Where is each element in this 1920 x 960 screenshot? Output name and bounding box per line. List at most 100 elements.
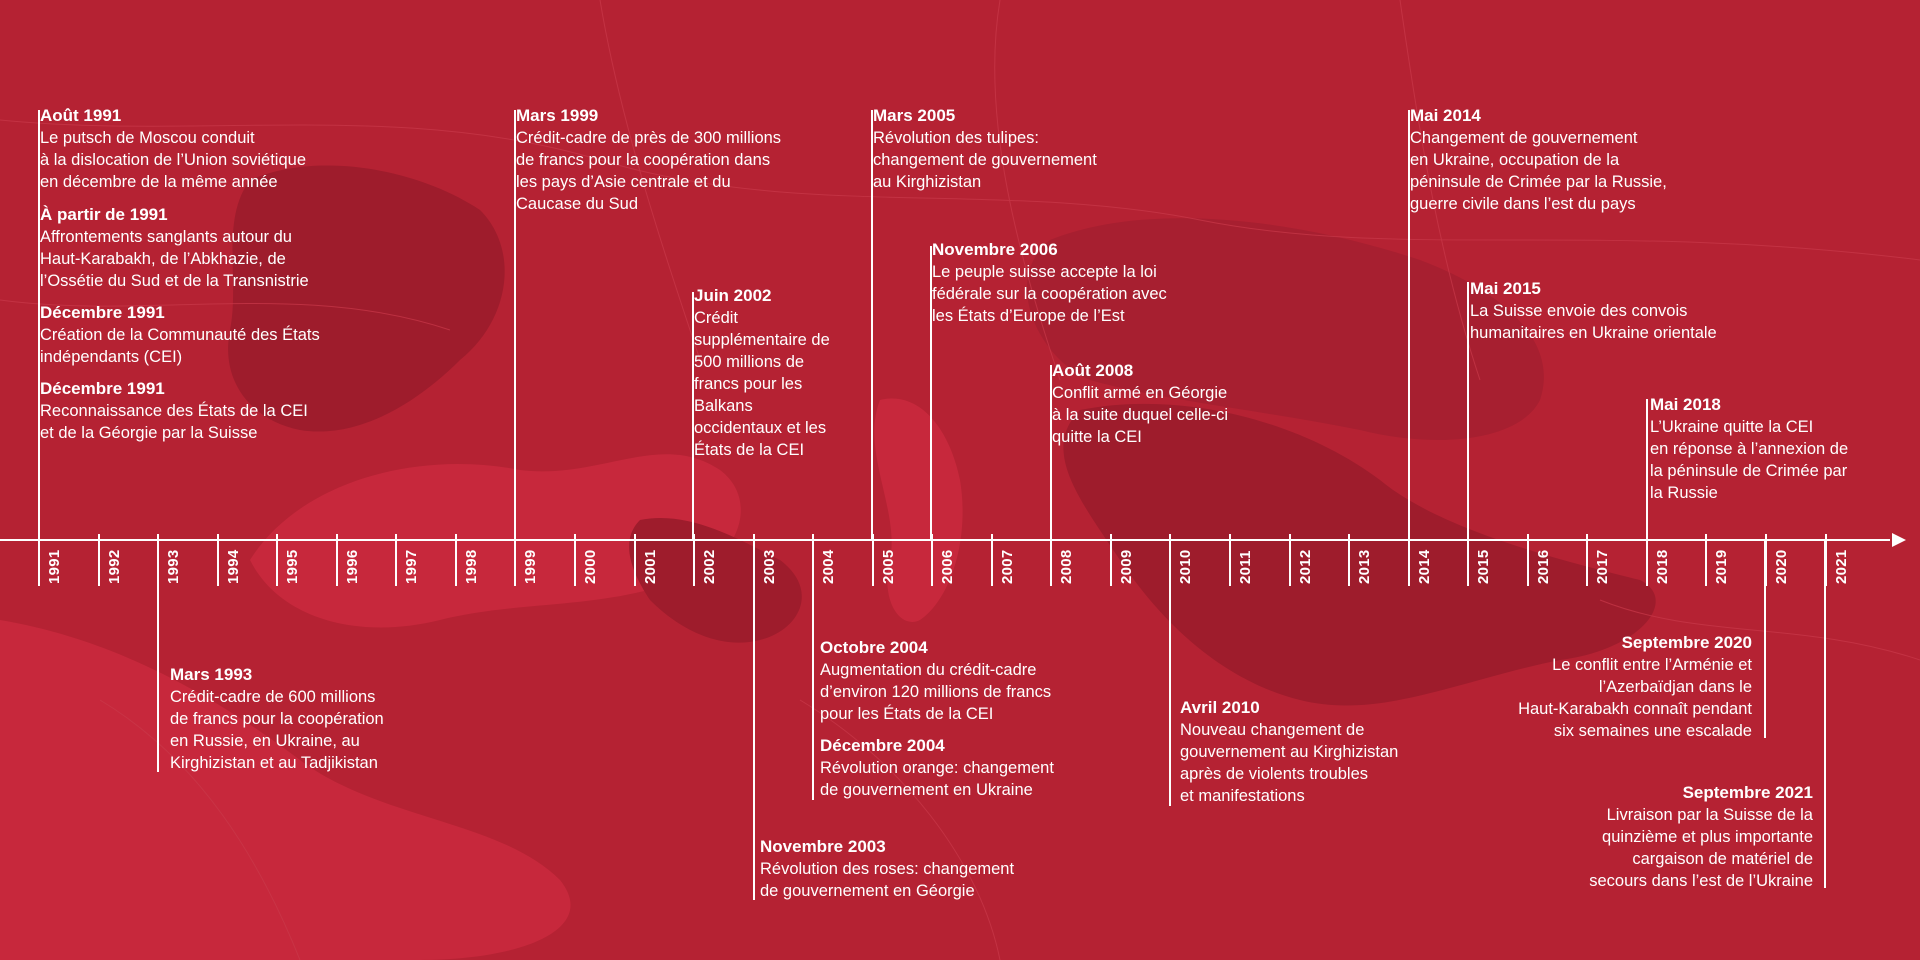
event-date: À partir de 1991 xyxy=(40,205,168,224)
map-region-ukraine xyxy=(228,165,505,432)
year-tick xyxy=(454,534,457,586)
event-stem xyxy=(514,110,516,540)
event-description: Reconnaissance des États de la CEI et de… xyxy=(40,402,308,442)
event-stem xyxy=(753,540,755,900)
event-date: Novembre 2003 xyxy=(760,837,886,856)
year-label: 2008 xyxy=(1058,549,1076,584)
event-date: Novembre 2006 xyxy=(932,240,1058,259)
year-label: 2010 xyxy=(1177,549,1195,584)
year-tick xyxy=(1348,534,1351,586)
year-label: 2015 xyxy=(1475,549,1493,584)
event-stem xyxy=(38,110,40,540)
event-date: Mai 2018 xyxy=(1650,395,1721,414)
event-stem xyxy=(1408,110,1410,540)
event-date: Septembre 2021 xyxy=(1682,783,1813,802)
timeline-event: Mars 2005 Révolution des tulipes: changem… xyxy=(873,105,1097,193)
year-label: 2016 xyxy=(1534,549,1552,584)
timeline-event: Avril 2010 Nouveau changement de gouverne… xyxy=(1180,697,1398,807)
year-label: 2014 xyxy=(1415,549,1433,584)
timeline-event: Mai 2015 La Suisse envoie des convois hum… xyxy=(1470,278,1717,344)
year-label: 2021 xyxy=(1832,549,1850,584)
timeline-axis xyxy=(0,539,1890,541)
year-label: 1999 xyxy=(522,549,540,584)
map-region-caucasus xyxy=(629,518,802,643)
event-description: La Suisse envoie des convois humanitaire… xyxy=(1470,302,1717,342)
year-label: 2005 xyxy=(879,549,897,584)
event-date: Décembre 1991 xyxy=(40,303,165,322)
timeline-event: Novembre 2003 Révolution des roses: chang… xyxy=(760,836,1014,902)
timeline-event: Novembre 2006 Le peuple suisse accepte la… xyxy=(932,239,1167,327)
year-tick xyxy=(1050,534,1053,586)
event-description: Création de la Communauté des États indé… xyxy=(40,326,320,366)
year-label: 1991 xyxy=(46,549,63,584)
timeline-event: À partir de 1991 Affrontements sanglants … xyxy=(40,204,309,292)
year-tick xyxy=(97,534,100,586)
event-description: Augmentation du crédit-cadre d’environ 1… xyxy=(820,661,1052,723)
timeline-event: Mars 1999 Crédit-cadre de près de 300 mil… xyxy=(516,105,781,215)
year-label: 2012 xyxy=(1296,549,1314,584)
event-stem xyxy=(871,110,873,540)
year-tick xyxy=(1705,534,1708,586)
event-stem xyxy=(1467,282,1469,540)
event-description: Révolution des roses: changement de gouv… xyxy=(760,860,1015,900)
event-description: Crédit-cadre de près de 300 millions de … xyxy=(516,129,782,213)
timeline-event: Mars 1993 Crédit-cadre de 600 millions de… xyxy=(170,664,384,774)
year-label: 1996 xyxy=(343,549,361,584)
year-tick xyxy=(1288,534,1291,586)
year-label: 1997 xyxy=(403,549,421,584)
year-tick xyxy=(633,534,636,586)
event-date: Mars 2005 xyxy=(873,106,956,125)
year-label: 1998 xyxy=(462,549,480,584)
event-date: Juin 2002 xyxy=(694,286,772,305)
year-label: 2019 xyxy=(1713,549,1731,584)
event-description: Révolution des tulipes: changement de go… xyxy=(873,129,1097,191)
event-description: Nouveau changement de gouvernement au Ki… xyxy=(1180,721,1399,805)
map-region-mediterranean xyxy=(0,620,571,960)
timeline-event: Août 1991 Le putsch de Moscou conduit à l… xyxy=(40,105,306,193)
timeline-event: Mai 2018 L’Ukraine quitte la CEI en répon… xyxy=(1650,394,1848,504)
year-tick xyxy=(1467,534,1470,586)
event-stem xyxy=(692,292,694,540)
event-stem xyxy=(1169,540,1171,806)
year-label: 2001 xyxy=(641,549,659,584)
year-tick xyxy=(1645,534,1648,586)
year-tick xyxy=(276,534,279,586)
event-description: Livraison par la Suisse de la quinzième … xyxy=(1589,806,1813,890)
event-date: Octobre 2004 xyxy=(820,638,928,657)
event-stem xyxy=(157,540,159,772)
year-label: 2013 xyxy=(1356,549,1374,584)
year-label: 2004 xyxy=(820,549,838,584)
year-tick xyxy=(395,534,398,586)
year-tick xyxy=(990,534,993,586)
event-date: Août 2008 xyxy=(1052,361,1134,380)
timeline-event: Septembre 2020 Le conflit entre l’Arménie… xyxy=(1490,632,1752,742)
year-label: 1995 xyxy=(284,549,302,584)
event-description: L’Ukraine quitte la CEI en réponse à l’a… xyxy=(1650,418,1849,502)
event-date: Décembre 1991 xyxy=(40,379,165,398)
year-label: 2009 xyxy=(1117,549,1135,584)
year-tick xyxy=(1586,534,1589,586)
year-tick xyxy=(514,534,517,586)
event-stem xyxy=(1646,399,1648,540)
timeline-event: Mai 2014 Changement de gouvernement en Uk… xyxy=(1410,105,1667,215)
map-region-central-asia xyxy=(1063,403,1656,706)
event-stem xyxy=(930,246,932,540)
event-date: Août 1991 xyxy=(40,106,122,125)
year-tick xyxy=(216,534,219,586)
timeline-event: Décembre 1991 Création de la Communauté d… xyxy=(40,302,320,368)
year-tick xyxy=(1229,534,1231,586)
year-label: 1992 xyxy=(105,549,123,584)
map-region-kazakhstan xyxy=(1027,218,1544,440)
event-description: Affrontements sanglants autour du Haut-K… xyxy=(40,228,309,290)
year-tick xyxy=(1407,534,1410,586)
year-label: 2000 xyxy=(581,549,599,584)
event-date: Avril 2010 xyxy=(1180,698,1260,717)
event-description: Le peuple suisse accepte la loi fédérale… xyxy=(932,263,1167,325)
year-tick xyxy=(38,534,40,586)
year-label: 2018 xyxy=(1653,549,1671,584)
year-tick xyxy=(931,534,934,586)
year-label: 2007 xyxy=(998,549,1016,584)
event-stem xyxy=(812,540,814,800)
